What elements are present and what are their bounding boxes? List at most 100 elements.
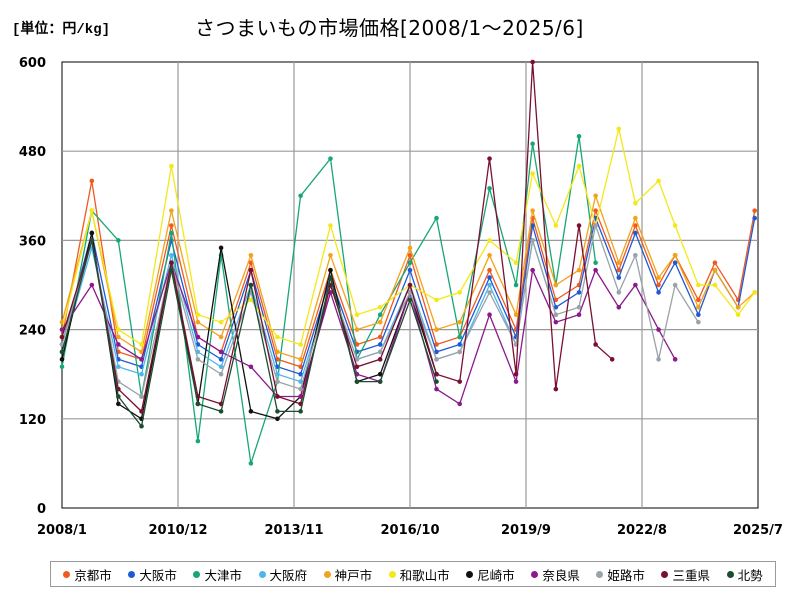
data-point	[139, 357, 144, 362]
data-point	[248, 282, 254, 288]
data-point	[434, 327, 439, 332]
data-point	[248, 267, 254, 273]
data-point	[616, 126, 622, 132]
legend-label: 神戸市	[334, 567, 373, 583]
legend-item: 京都市	[63, 565, 112, 584]
legend-label: 京都市	[74, 567, 112, 583]
data-point	[593, 260, 598, 266]
legend-swatch	[63, 570, 71, 578]
data-point	[513, 371, 519, 377]
data-point	[530, 238, 535, 243]
legend-item: 大阪市	[128, 565, 177, 584]
x-tick-label: 2019/9	[501, 523, 551, 538]
legend-item: 姫路市	[596, 565, 645, 584]
data-point	[434, 215, 439, 221]
legend-swatch	[661, 570, 669, 578]
data-point	[169, 252, 174, 258]
data-point	[434, 297, 439, 303]
data-point	[696, 305, 701, 310]
data-point	[513, 312, 519, 318]
data-point	[218, 349, 224, 355]
data-point	[576, 290, 582, 295]
data-point	[576, 223, 582, 228]
data-point	[139, 394, 144, 399]
data-point	[576, 163, 582, 169]
data-point	[735, 305, 741, 310]
data-point	[457, 334, 463, 340]
data-point	[553, 223, 559, 228]
data-point	[752, 208, 757, 213]
legend-label: 姫路市	[607, 567, 645, 583]
data-point	[59, 364, 65, 370]
data-point	[616, 290, 622, 295]
legend-swatch	[323, 570, 331, 578]
series-line	[61, 128, 756, 346]
data-point	[248, 409, 254, 414]
data-point	[354, 312, 360, 318]
data-point	[195, 438, 201, 444]
data-point	[696, 319, 701, 325]
data-point	[116, 364, 121, 370]
data-point	[633, 282, 638, 288]
data-point	[354, 364, 360, 370]
data-point	[169, 163, 174, 169]
data-point	[195, 401, 201, 407]
data-point	[457, 401, 463, 407]
data-point	[752, 215, 757, 221]
data-point	[553, 386, 559, 392]
x-tick-label: 2016/10	[380, 523, 439, 538]
data-point	[89, 238, 95, 243]
data-point	[672, 252, 678, 258]
data-point	[116, 394, 121, 399]
data-point	[553, 312, 559, 318]
y-tick-label: 600	[19, 56, 46, 71]
data-point	[672, 282, 678, 288]
data-point	[59, 357, 65, 362]
x-tick-label: 2022/8	[617, 523, 667, 538]
data-point	[116, 334, 121, 340]
legend-swatch	[726, 570, 734, 578]
x-tick-label: 2010/12	[148, 523, 207, 538]
data-point	[457, 319, 463, 325]
chart-title: さつまいもの市場価格[2008/1～2025/6]	[195, 16, 584, 40]
data-point	[656, 275, 661, 280]
y-tick-label: 240	[19, 324, 46, 339]
data-point	[59, 334, 65, 340]
data-point	[487, 186, 492, 191]
data-point	[139, 342, 144, 347]
data-point	[275, 379, 280, 384]
data-point	[298, 193, 303, 199]
data-point	[712, 267, 718, 273]
data-point	[377, 357, 383, 362]
x-tick-label: 2008/1	[37, 523, 87, 538]
data-point	[633, 223, 638, 228]
data-point	[169, 260, 174, 266]
data-point	[298, 342, 303, 347]
x-tick-label: 2013/11	[264, 523, 323, 538]
data-point	[248, 252, 254, 258]
data-point	[377, 305, 383, 310]
series-神戸市	[59, 193, 757, 362]
data-point	[377, 334, 383, 340]
data-point	[377, 371, 383, 377]
series-line	[61, 180, 756, 368]
data-point	[248, 297, 254, 303]
data-point	[553, 305, 559, 310]
data-point	[328, 267, 333, 273]
data-point	[116, 401, 121, 407]
data-point	[298, 357, 303, 362]
data-point	[354, 379, 360, 384]
unit-label: [単位：円/kg]	[12, 22, 111, 38]
data-point	[457, 349, 463, 355]
legend-swatch	[596, 570, 604, 578]
data-point	[593, 208, 598, 213]
data-point	[218, 357, 224, 362]
data-point	[530, 141, 535, 147]
legend: 京都市 大阪市 大津市 大阪府 神戸市 和歌山市 尼崎市 奈良県 姫路市 三重県 北勢	[50, 561, 776, 587]
data-point	[609, 357, 615, 362]
data-point	[275, 416, 280, 422]
data-point	[672, 357, 678, 362]
data-point	[434, 357, 439, 362]
data-point	[487, 290, 492, 295]
